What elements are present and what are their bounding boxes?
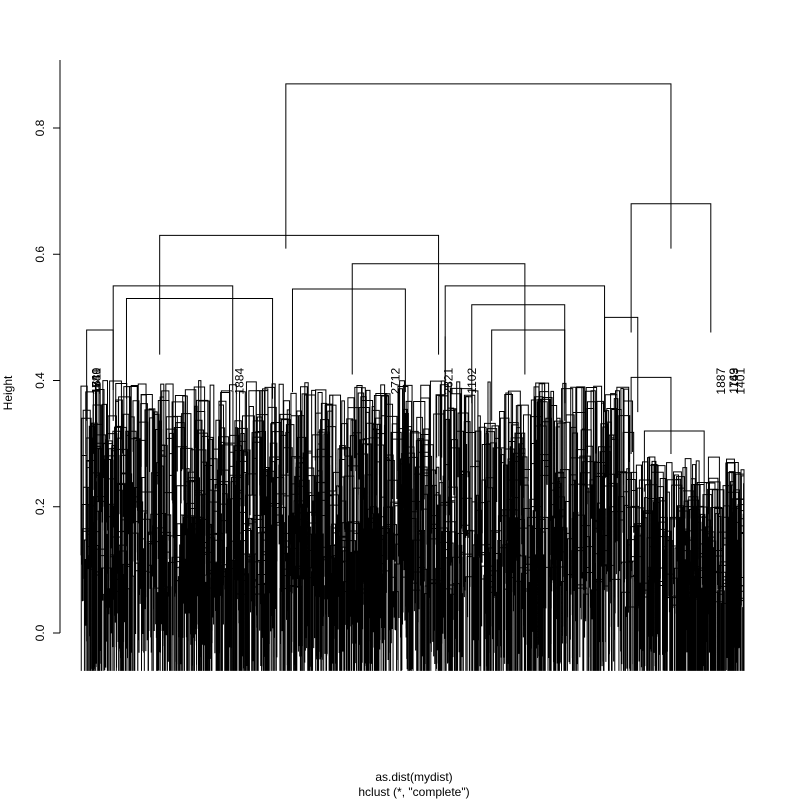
y-tick-label: 0.8 bbox=[33, 119, 47, 136]
leaf-label: 1401 bbox=[734, 368, 748, 395]
leaf-label: 1749 bbox=[90, 368, 104, 395]
y-tick-label: 0.6 bbox=[33, 246, 47, 263]
leaf-label: 1102 bbox=[465, 368, 479, 394]
y-tick-label: 0.0 bbox=[33, 624, 47, 641]
leaf-label: 1611 bbox=[90, 368, 104, 394]
leaf-label: 1880 bbox=[90, 368, 104, 395]
merge-link-left-a bbox=[86, 329, 114, 421]
merge-link-root bbox=[285, 83, 672, 249]
y-tick-label: 0.2 bbox=[33, 498, 47, 515]
leaf-label: 1884 bbox=[232, 368, 246, 395]
merge-link-mid-sub bbox=[351, 263, 526, 375]
merge-link-mid-a bbox=[291, 288, 406, 393]
x-axis-title: as.dist(mydist) bbox=[375, 770, 452, 784]
leaf-label: 1887 bbox=[714, 368, 728, 395]
leaf-label: 763 bbox=[727, 368, 741, 388]
leaf-label: 2821 bbox=[442, 368, 456, 395]
y-axis: 0.0 0.2 0.4 0.6 0.8 bbox=[33, 60, 61, 641]
dendrogram-dense-leaves bbox=[80, 380, 745, 671]
merge-link-mid-b2 bbox=[471, 304, 566, 404]
y-axis-title: Height bbox=[1, 375, 15, 410]
merge-link-mid-b3 bbox=[491, 329, 566, 421]
merge-link-left-b bbox=[125, 297, 274, 399]
leaf-label: 1149 bbox=[727, 368, 741, 394]
merge-link-right-a bbox=[604, 316, 639, 413]
leaf-label: 2712 bbox=[388, 368, 402, 395]
merge-link-right-c bbox=[643, 430, 705, 492]
x-axis-subtitle: hclust (*, "complete") bbox=[358, 785, 469, 799]
dense-links bbox=[80, 380, 745, 671]
dendrogram-links bbox=[86, 83, 712, 492]
y-tick-label: 0.4 bbox=[33, 372, 47, 389]
merge-link-right-main bbox=[630, 203, 712, 333]
merge-link-right-b bbox=[630, 376, 672, 455]
merge-link-left-sub bbox=[112, 285, 234, 390]
merge-link-left-main bbox=[159, 234, 440, 355]
